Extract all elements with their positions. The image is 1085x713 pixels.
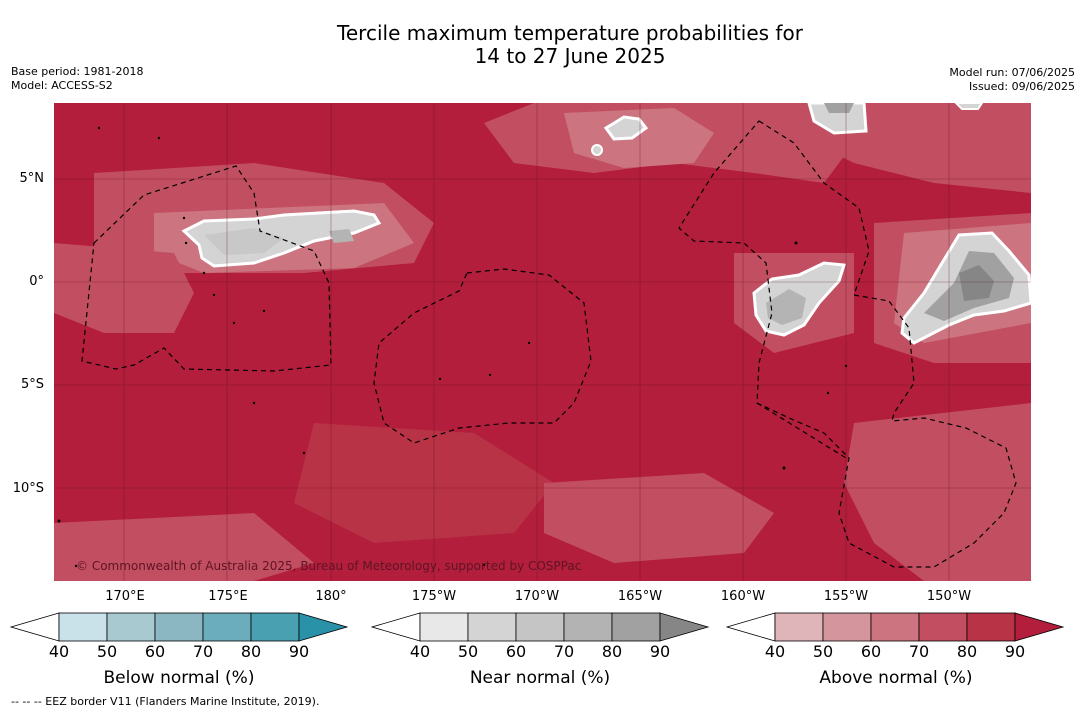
lat-label-0: 0°: [29, 274, 44, 289]
colorbar-tick-label: 40: [409, 642, 431, 661]
colorbar-tick-label: 80: [601, 642, 623, 661]
colorbar-segment: [106, 612, 156, 642]
colorbar-under-triangle: [10, 612, 60, 642]
near-normal-regions: [181, 103, 1031, 345]
colorbar-tick-label: 50: [96, 642, 118, 661]
lon-label-180: 180°: [315, 589, 347, 604]
near-west-patch-core: [329, 229, 354, 243]
colorbar-over-triangle: [659, 612, 710, 642]
colorbar-segment: [870, 612, 920, 642]
lat-label-10s: 10°S: [12, 481, 44, 496]
eez-kiribati-gilbert: [81, 165, 332, 372]
colorbar-segment: [202, 612, 252, 642]
colorbar-segment: [467, 612, 517, 642]
near-east-right-core: [959, 265, 994, 301]
colorbar-above-normal: [726, 612, 1065, 642]
colorbar-segment: [774, 612, 824, 642]
eez-kiribati-line: [678, 120, 1017, 568]
lon-label-170e: 170°E: [105, 589, 145, 604]
colorbar-segment: [419, 612, 469, 642]
colorbar-title-below: Below normal (%): [103, 668, 255, 688]
colorbar-tick-label: 60: [505, 642, 527, 661]
colorbar-segment: [250, 612, 300, 642]
colorbar-segment: [966, 612, 1016, 642]
colorbar-tick-label: 40: [48, 642, 70, 661]
lon-label-165w: 165°W: [617, 589, 663, 604]
base-period: Base period: 1981-2018: [11, 65, 144, 78]
colorbar-tick-label: 70: [908, 642, 930, 661]
meta-right: Model run: 07/06/2025 Issued: 09/06/2025: [949, 66, 1075, 94]
issued-date: Issued: 09/06/2025: [968, 80, 1075, 93]
near-east-mid-inner: [766, 289, 806, 325]
colorbar-under-triangle: [726, 612, 776, 642]
eez-borders: [81, 120, 1017, 568]
lat-label-5s: 5°S: [20, 377, 44, 392]
probability-map: © Commonwealth of Australia 2025, Bureau…: [54, 103, 1031, 581]
lon-label-150w: 150°W: [926, 589, 972, 604]
colorbar-title-above: Above normal (%): [819, 668, 973, 688]
colorbar-tick-label: 60: [144, 642, 166, 661]
model-name: Model: ACCESS-S2: [11, 79, 113, 92]
colorbar-over-triangle: [1014, 612, 1065, 642]
copyright-text: © Commonwealth of Australia 2025, Bureau…: [76, 559, 581, 573]
colorbar-below-normal: [10, 612, 349, 642]
colorbar-segment: [154, 612, 204, 642]
band-south-central: [544, 473, 774, 563]
colorbar-tick-label: 90: [649, 642, 671, 661]
colorbar-under-triangle: [371, 612, 421, 642]
colorbar-tick-label: 80: [240, 642, 262, 661]
colorbar-over-triangle: [298, 612, 349, 642]
eez-legend: -- -- -- EEZ border V11 (Flanders Marine…: [11, 695, 320, 708]
colorbar-tick-label: 40: [764, 642, 786, 661]
near-northeast-core: [824, 103, 854, 113]
band-south-left: [54, 513, 314, 581]
near-west-patch-inner: [204, 228, 284, 255]
colorbar-tick-label: 90: [1004, 642, 1026, 661]
graticule: [54, 103, 1031, 581]
colorbar-segment: [611, 612, 661, 642]
colorbar-segment: [822, 612, 872, 642]
chart-title: Tercile maximum temperature probabilitie…: [0, 22, 1085, 68]
title-line-1: Tercile maximum temperature probabilitie…: [337, 21, 803, 45]
near-north-patch: [603, 115, 649, 141]
band-southeast: [844, 403, 1031, 581]
colorbar-title-near: Near normal (%): [469, 668, 611, 688]
near-north-dot: [591, 144, 603, 156]
colorbar-segment: [563, 612, 613, 642]
title-line-2: 14 to 27 June 2025: [474, 44, 666, 68]
model-run: Model run: 07/06/2025: [949, 66, 1075, 79]
lat-label-5n: 5°N: [19, 171, 45, 186]
lon-label-155w: 155°W: [823, 589, 869, 604]
lon-label-175e: 175°E: [208, 589, 248, 604]
lon-label-160w: 160°W: [720, 589, 766, 604]
colorbar-near-normal: [371, 612, 710, 642]
colorbar-tick-label: 70: [192, 642, 214, 661]
colorbar-segment: [515, 612, 565, 642]
meta-left: Base period: 1981-2018 Model: ACCESS-S2: [11, 65, 143, 93]
colorbar-segment: [58, 612, 108, 642]
island-markers: [57, 126, 848, 568]
colorbar-tick-label: 60: [860, 642, 882, 661]
band-southwest: [294, 423, 554, 543]
near-northeast-patch: [807, 103, 868, 135]
colorbar-tick-label: 70: [553, 642, 575, 661]
eez-kiribati-phoenix: [373, 268, 592, 444]
colorbar-tick-label: 50: [812, 642, 834, 661]
near-northeast-small: [954, 103, 984, 110]
lon-label-175w: 175°W: [411, 589, 457, 604]
colorbar-tick-label: 50: [457, 642, 479, 661]
colorbar-segment: [918, 612, 968, 642]
colorbar-tick-label: 90: [288, 642, 310, 661]
colorbar-tick-label: 80: [956, 642, 978, 661]
lon-label-170w: 170°W: [514, 589, 560, 604]
